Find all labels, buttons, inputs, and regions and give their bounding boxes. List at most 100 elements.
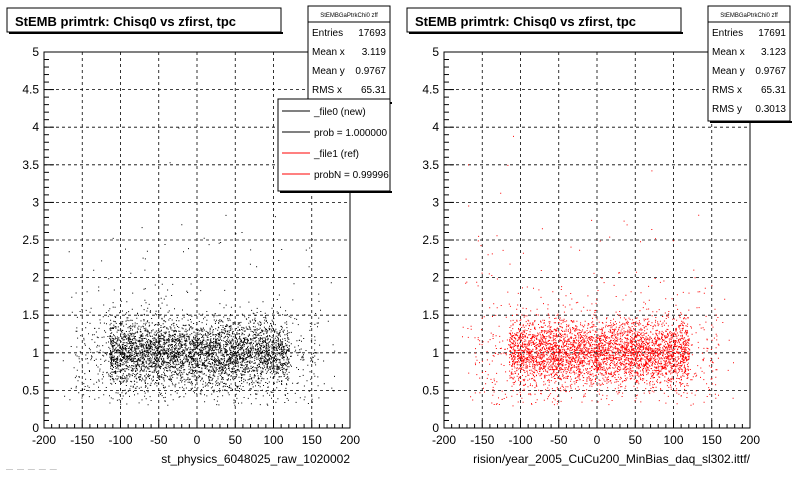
x-tick-label: 50 [229,433,243,447]
data-point [574,330,576,332]
data-point [281,352,283,354]
y-tick-label: 2 [32,271,39,285]
stats-row-label: Mean y [312,66,345,77]
stats-row-value: 0.9767 [355,66,386,77]
series-points [505,330,690,370]
legend-label: _file0 (new) [313,107,366,118]
data-point [520,345,522,347]
data-point [558,345,560,347]
legend-shadow [280,191,392,193]
y-tick-label: 1.5 [422,308,439,322]
y-tick-label: 2 [432,271,439,285]
data-point [543,367,545,370]
x-axis-label: rision/year_2005_CuCu200_MinBias_daq_sl3… [473,452,751,466]
data-point [642,367,645,370]
data-point [120,360,122,362]
chart-title: StEMB primtrk: Chisq0 vs zfirst, tpc [415,14,636,29]
stats-row-label: Entries [312,28,343,39]
title-shadow [9,32,283,34]
data-point [166,352,168,354]
data-point [143,352,145,354]
title-shadow [409,32,683,34]
data-point [604,352,606,354]
x-tick-label: -200 [32,433,56,447]
data-point [112,345,115,347]
data-points-dense [462,135,734,407]
footer-text: — — — — — [6,466,58,473]
data-point-cloud [462,135,734,407]
x-tick-label: 50 [629,433,643,447]
data-point [250,367,252,370]
stats-name: StEMBGaPtrkChi0 zff [720,13,778,19]
data-point [242,337,245,339]
legend-label: probN = 0.99996 [314,170,389,181]
left-scatter-chart: -200 -150 -100 -50 0 50 100 150 200 0 0.5 1 1.5 2 2.5 3… [6,5,392,466]
data-point [650,352,652,354]
data-point [535,337,537,339]
stats-row-value: 17693 [358,28,386,39]
y-tick-label: 4 [32,120,39,134]
x-tick-label: 150 [702,433,722,447]
chart-title: StEMB primtrk: Chisq0 vs zfirst, tpc [15,14,236,29]
x-tick-label: -150 [470,433,494,447]
data-point [151,330,153,332]
y-tick-label: 3 [32,195,39,209]
stats-row-label: RMS y [712,104,742,115]
title-box [406,7,682,33]
stats-row-value: 17691 [758,28,786,39]
data-point-cloud [62,127,336,406]
y-tick-label: 2.5 [22,233,39,247]
data-points-dense [62,127,336,406]
data-point [189,352,191,354]
data-point [505,352,507,354]
y-tick-label: 2.5 [422,233,439,247]
data-point [212,352,214,354]
data-point [181,360,183,362]
y-tick-label: 1.5 [22,308,39,322]
stats-name: StEMBGaPtrkChi0 zff [320,13,378,19]
series-points [105,330,290,377]
stats-row-label: Mean x [712,47,745,58]
stats-row-label: Mean x [312,47,345,58]
data-point [135,367,137,370]
y-tick-label: 0.5 [22,383,39,397]
y-tick-label: 3 [432,195,439,209]
x-tick-label: 200 [740,433,760,447]
data-point [658,345,660,347]
x-tick-label: -200 [432,433,456,447]
y-tick-label: 1 [432,346,439,360]
x-axis-label: st_physics_6048025_raw_1020002 [161,452,350,466]
stats-row-value: 0.9767 [755,66,786,77]
data-point [581,352,583,354]
data-point [288,345,290,347]
data-point [219,345,222,347]
stats-row-value: 0.3013 [755,104,786,115]
y-tick-label: 4 [432,120,439,134]
data-point [619,337,622,339]
x-tick-label: 0 [594,433,601,447]
legend-label: prob = 1.000000 [314,128,388,139]
data-point [258,352,260,354]
y-tick-label: 0.5 [422,383,439,397]
data-point [688,352,690,354]
x-tick-label: -150 [70,433,94,447]
right-scatter-chart: -200 -150 -100 -50 0 50 100 150 200 0 0.5 1 1.5 2 2.5 3… [406,5,792,466]
x-tick-label: 100 [263,433,283,447]
axis-ticks: -200 -150 -100 -50 0 50 100 150 200 0 0.5 1 1.5 2 2.5 3… [422,45,760,447]
stats-row-label: Entries [712,28,743,39]
y-tick-label: 5 [32,45,39,59]
x-tick-label: 150 [302,433,322,447]
data-point [673,352,675,354]
data-point [204,367,206,370]
x-tick-label: 200 [340,433,360,447]
x-tick-label: -100 [508,433,532,447]
y-tick-label: 4.5 [22,83,39,97]
data-point [635,345,637,347]
stats-row-value: 65.31 [361,85,386,96]
axis-ticks: -200 -150 -100 -50 0 50 100 150 200 0 0.5 1 1.5 2 2.5 3… [22,45,360,447]
y-tick-label: 4.5 [422,83,439,97]
data-point [551,352,553,354]
stats-row-label: RMS x [712,85,742,96]
data-point [105,352,107,354]
data-point [235,352,237,354]
